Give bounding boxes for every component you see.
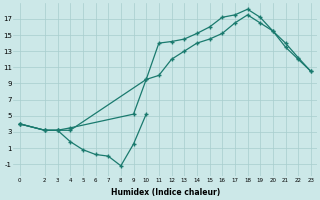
X-axis label: Humidex (Indice chaleur): Humidex (Indice chaleur) xyxy=(111,188,220,197)
